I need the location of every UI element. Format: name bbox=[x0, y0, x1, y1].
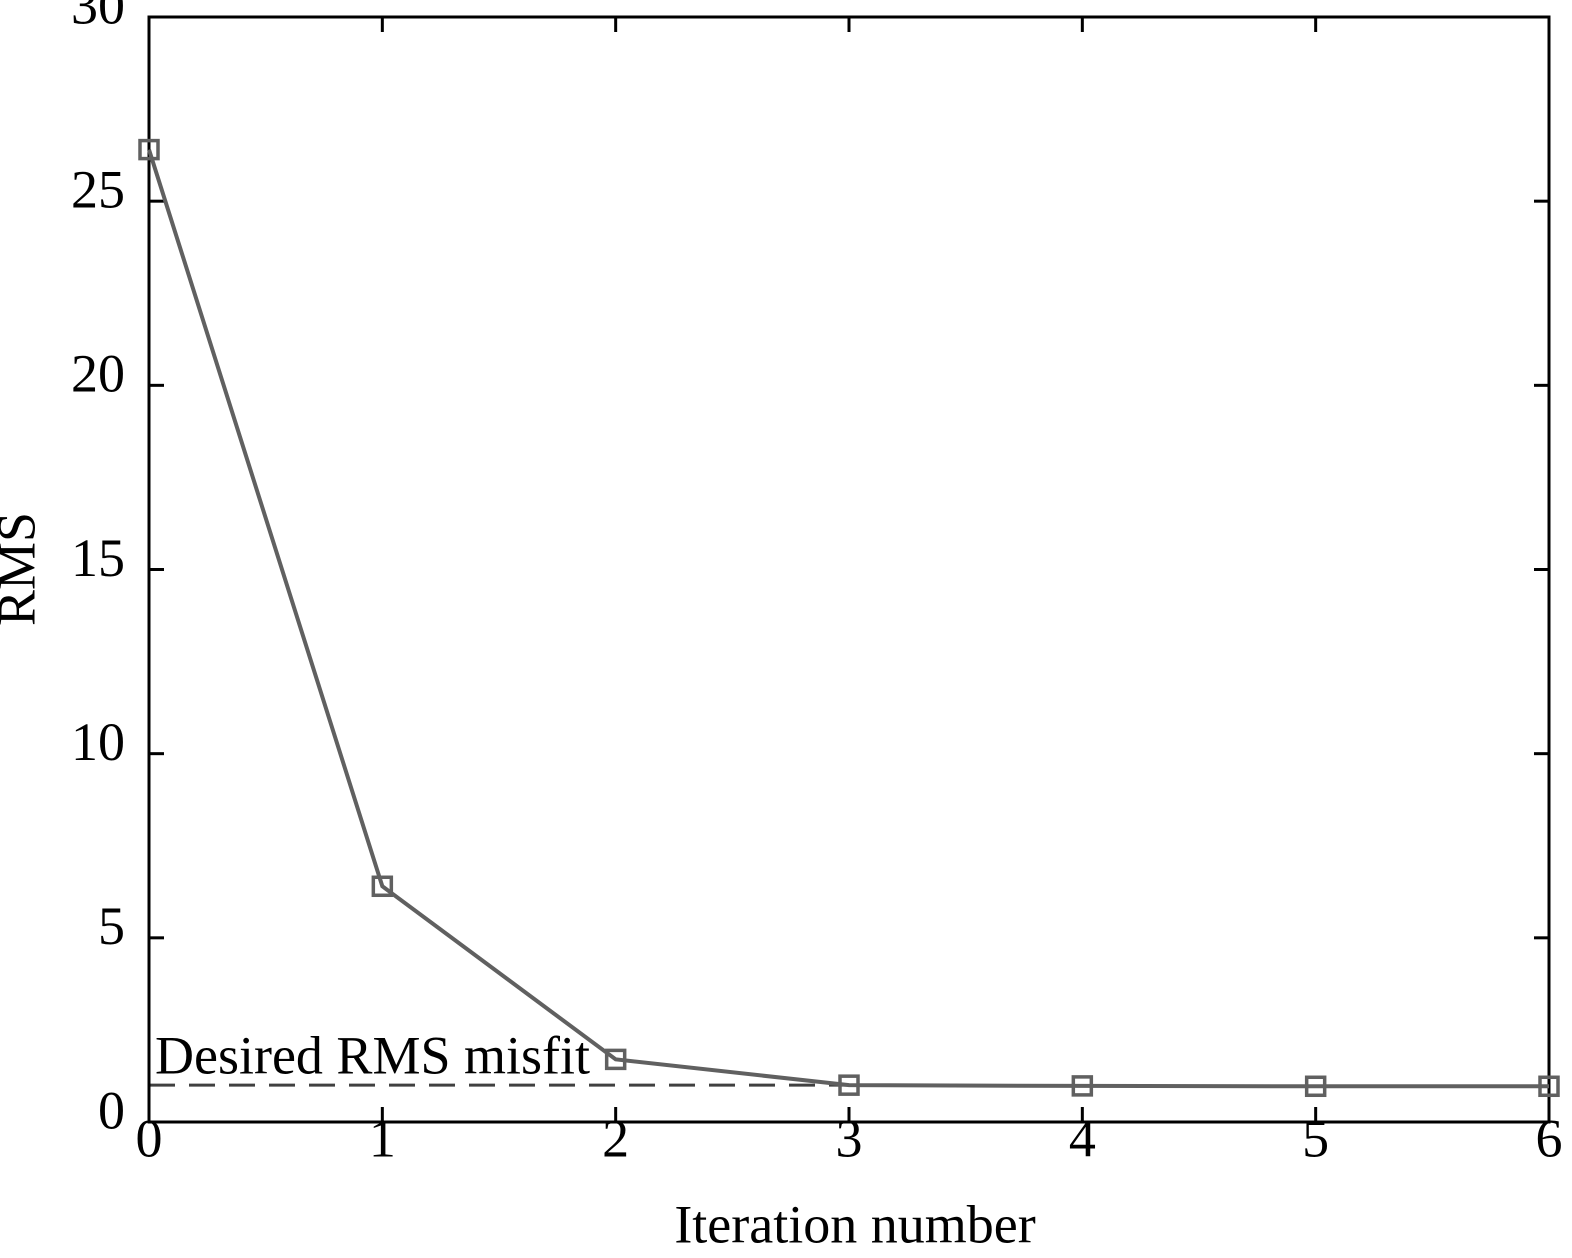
marker bbox=[1538, 1075, 1560, 1098]
y-tick-label: 20 bbox=[71, 344, 125, 404]
marker bbox=[371, 875, 394, 898]
y-tick-label: 30 bbox=[71, 0, 125, 35]
y-tick-label: 5 bbox=[98, 896, 125, 956]
plot-frame bbox=[147, 15, 1551, 1124]
marker bbox=[838, 1074, 860, 1096]
y-tick-label: 25 bbox=[71, 160, 125, 220]
marker bbox=[1071, 1075, 1094, 1097]
marker bbox=[138, 138, 160, 161]
y-tick-label: 0 bbox=[98, 1080, 125, 1140]
y-tick-label: 15 bbox=[71, 528, 125, 588]
marker bbox=[1304, 1075, 1327, 1098]
x-axis-label: Iteration number bbox=[674, 1194, 1035, 1254]
y-tick-label: 10 bbox=[71, 712, 125, 772]
y-axis-label: RMS bbox=[0, 512, 46, 626]
marker bbox=[604, 1048, 627, 1071]
annotation: Desired RMS misfit bbox=[155, 1026, 590, 1086]
data-line bbox=[147, 148, 1549, 1089]
